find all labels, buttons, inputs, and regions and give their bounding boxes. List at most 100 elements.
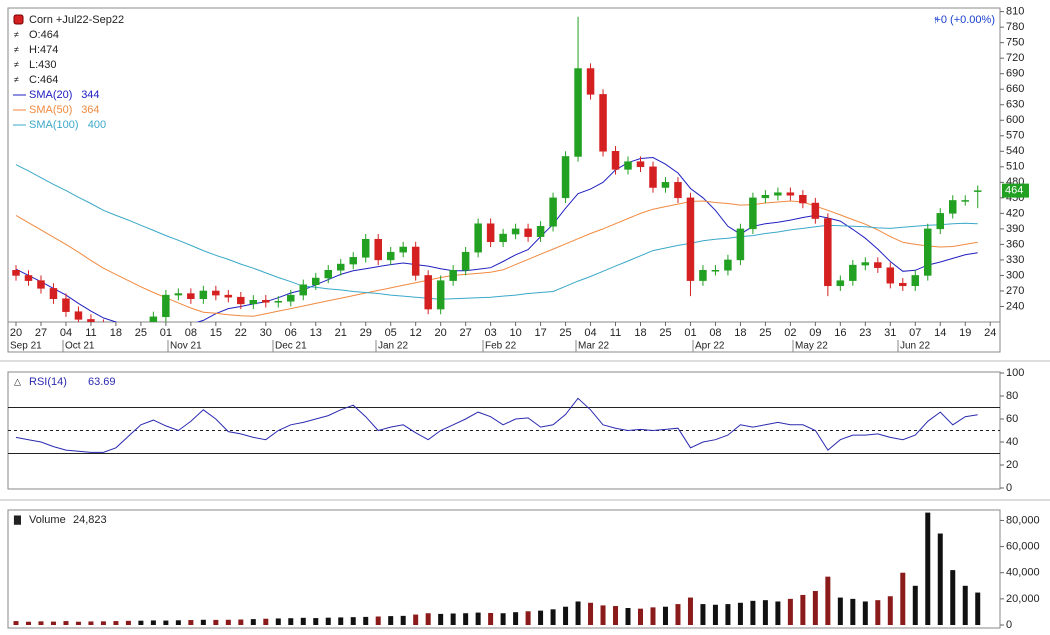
- y-tick-label: 20: [1006, 459, 1018, 471]
- y-tick-label: 60: [1006, 413, 1018, 425]
- y-tick-label: 40: [1006, 436, 1018, 448]
- sma-line: [15, 200, 978, 317]
- x-tick-label: 20: [10, 327, 22, 339]
- candle-body: [661, 182, 670, 188]
- candle-body: [199, 290, 208, 299]
- volume-bar: [363, 616, 369, 625]
- candle-body: [499, 233, 507, 243]
- candle-body: [586, 68, 595, 95]
- change-label: +0 (+0.00%): [934, 14, 995, 26]
- candle-body: [486, 223, 495, 243]
- volume-bar: [200, 619, 206, 625]
- x-tick-label: 25: [759, 327, 771, 339]
- volume-bar: [887, 596, 893, 625]
- volume-bar: [700, 604, 706, 625]
- volume-bar: [650, 607, 656, 625]
- candle-body: [12, 270, 20, 276]
- legend-label: SMA(50): [29, 104, 72, 116]
- month-label: Nov 21: [170, 341, 202, 352]
- volume-bar: [250, 619, 256, 625]
- ohlc-label: C:464: [29, 74, 58, 86]
- candle-body: [686, 197, 695, 281]
- volume-bar: [563, 606, 569, 625]
- volume-bar: [388, 616, 394, 625]
- candle-body: [100, 325, 107, 328]
- volume-bar: [100, 621, 106, 625]
- candle-body: [749, 197, 757, 230]
- y-tick-label: 690: [1006, 68, 1024, 80]
- month-label: May 22: [795, 341, 828, 352]
- legend-label: SMA(100): [29, 119, 79, 131]
- candle-body: [125, 330, 132, 333]
- volume-bar: [675, 604, 681, 625]
- legend-icon: ≠: [14, 44, 19, 54]
- volume-bar: [188, 620, 194, 625]
- candle-body: [237, 296, 245, 305]
- price-plot: [12, 16, 982, 333]
- candle-body: [811, 202, 820, 219]
- x-tick-label: 04: [584, 327, 596, 339]
- volume-bar: [787, 598, 793, 625]
- x-tick-label: 20: [435, 327, 447, 339]
- x-tick-label: 25: [559, 327, 571, 339]
- candle-body: [262, 300, 270, 303]
- legend-icon: ≠: [14, 74, 19, 84]
- candle-body: [699, 270, 707, 281]
- y-tick-label: 0: [1006, 482, 1012, 494]
- volume-frame: [7, 509, 1001, 629]
- y-tick-label: 630: [1006, 99, 1024, 111]
- candle-body: [674, 182, 682, 199]
- volume-bar: [837, 597, 843, 625]
- volume-bar: [75, 621, 81, 625]
- volume-bar: [338, 617, 344, 625]
- volume-bar: [575, 601, 581, 625]
- candle-body: [399, 246, 407, 253]
- candle-body: [711, 270, 720, 272]
- candle-body: [386, 251, 395, 261]
- month-label: Jan 22: [378, 341, 408, 352]
- y-tick-label: 750: [1006, 37, 1024, 49]
- candle-body: [411, 246, 420, 276]
- x-tick-label: 25: [659, 327, 671, 339]
- candle-body: [511, 228, 520, 235]
- volume-bar: [113, 621, 119, 625]
- x-tick-label: 29: [360, 327, 372, 339]
- candle-body: [599, 94, 607, 152]
- y-tick-label: 510: [1006, 161, 1024, 173]
- candle-body: [824, 218, 832, 287]
- volume-bar: [313, 618, 319, 625]
- candle-body: [624, 161, 632, 170]
- legend-icon: △: [14, 376, 21, 386]
- volume-bar: [475, 612, 481, 625]
- candle-body: [899, 282, 907, 287]
- volume-bar: [550, 609, 556, 625]
- volume-bar: [825, 576, 831, 625]
- volume-bar: [463, 613, 469, 625]
- volume-bar: [350, 617, 356, 625]
- x-tick-label: 13: [310, 327, 322, 339]
- y-tick-label: 360: [1006, 238, 1024, 250]
- x-tick-label: 21: [335, 327, 347, 339]
- candle-body: [62, 298, 70, 312]
- y-tick-label: 660: [1006, 83, 1024, 95]
- x-tick-label: 04: [60, 327, 72, 339]
- x-tick-label: 08: [709, 327, 721, 339]
- x-tick-label: 11: [610, 327, 621, 339]
- volume-bar: [150, 620, 156, 625]
- candle-body: [274, 301, 283, 303]
- volume-bar: [88, 621, 94, 625]
- candle-body: [836, 280, 845, 287]
- y-tick-label: 540: [1006, 145, 1024, 157]
- candle-body: [973, 190, 982, 192]
- x-tick-label: 17: [534, 327, 546, 339]
- y-tick-label: 420: [1006, 207, 1024, 219]
- y-tick-label: 20,000: [1006, 593, 1040, 605]
- x-tick-label: 24: [984, 327, 996, 339]
- volume-bar: [25, 621, 31, 625]
- x-tick-label: 30: [260, 327, 272, 339]
- candle-body: [636, 161, 645, 168]
- volume-plot: [13, 512, 981, 625]
- candle-body: [37, 280, 45, 289]
- y-tick-label: 810: [1006, 6, 1024, 18]
- x-tick-label: 01: [684, 327, 696, 339]
